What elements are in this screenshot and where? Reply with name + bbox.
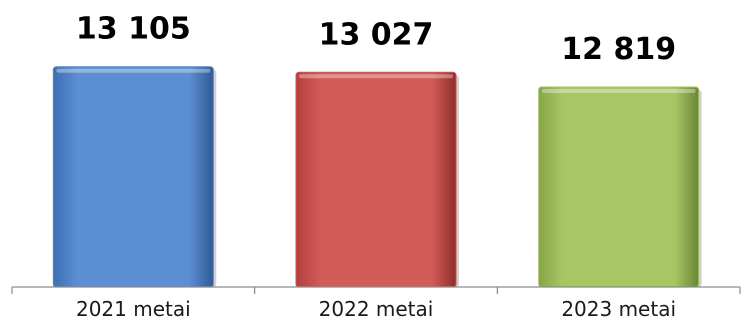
bar-2021-metai bbox=[52, 66, 214, 288]
bar-highlight bbox=[541, 89, 696, 94]
bar-value-label: 12 819 bbox=[561, 32, 676, 67]
bar-value-label: 13 105 bbox=[76, 12, 191, 47]
x-axis-category-label: 2023 metai bbox=[561, 297, 676, 321]
bar-highlight bbox=[299, 74, 453, 79]
bar-2023-metai bbox=[538, 86, 700, 288]
bar-2022-metai bbox=[295, 71, 457, 288]
bar-highlight bbox=[56, 68, 211, 73]
x-axis-category-label: 2022 metai bbox=[319, 297, 434, 321]
bar-value-label: 13 027 bbox=[319, 17, 434, 52]
x-axis-ticks bbox=[11, 287, 741, 294]
x-axis-category-label: 2021 metai bbox=[76, 297, 191, 321]
labels-layer: 13 105 2021 metai 13 027 2022 metai 12 819 20… bbox=[76, 12, 676, 321]
bars-layer bbox=[52, 66, 702, 288]
